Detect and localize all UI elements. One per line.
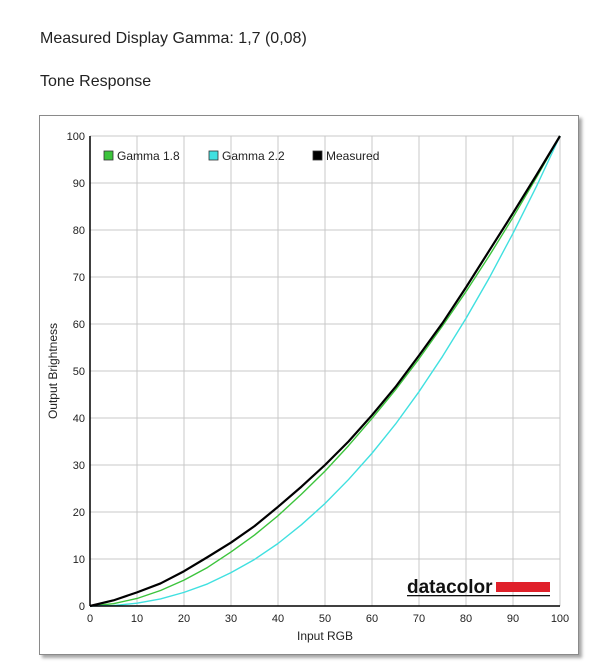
- tone-response-chart: 0 10 20 30 40 50 60 70 80 90 100 0 10 20 30 40 50 60 70 80 9…: [46, 131, 570, 643]
- datacolor-logo-bar: [496, 582, 550, 592]
- legend-item-gamma-2-2: Gamma 2.2: [208, 149, 285, 163]
- tone-response-title: Tone Response: [40, 73, 152, 90]
- datacolor-logo-underline: [407, 595, 550, 597]
- legend-item-gamma-1-8: Gamma 1.8: [103, 149, 180, 163]
- series-line-gamma-2-2: [89, 135, 561, 607]
- y-axis-label: Output Brightness: [46, 323, 60, 419]
- y-tick-label-90: 90: [73, 178, 85, 190]
- series-line-measured: [89, 135, 561, 608]
- x-tick-label-0: 0: [87, 613, 93, 625]
- y-tick-label-60: 60: [73, 319, 85, 331]
- y-tick-label-80: 80: [73, 225, 85, 237]
- axis-layer: [89, 136, 560, 607]
- legend-swatch-gamma-1-8: [103, 150, 114, 161]
- legend-item-measured: Measured: [312, 149, 379, 163]
- y-tick-label-50: 50: [73, 366, 85, 378]
- legend-label-gamma-1-8: Gamma 1.8: [117, 149, 180, 163]
- y-tick-label-100: 100: [67, 131, 85, 143]
- y-tick-label-40: 40: [73, 413, 85, 425]
- x-tick-label-10: 10: [131, 613, 143, 625]
- legend-swatch-measured: [312, 150, 323, 161]
- legend-swatch-gamma-2-2: [208, 150, 219, 161]
- tick-layer: 0 10 20 30 40 50 60 70 80 90 100 0 10 20 30 40 50 60 70 80 9…: [67, 131, 570, 625]
- x-axis-label: Input RGB: [297, 629, 353, 643]
- legend: Gamma 1.8 Gamma 2.2 Measured: [103, 149, 379, 163]
- x-tick-label-30: 30: [225, 613, 237, 625]
- grid-layer: [89, 135, 561, 607]
- datacolor-logo-text: datacolor: [407, 577, 493, 598]
- x-tick-label-100: 100: [551, 613, 569, 625]
- datacolor-logo: datacolor: [407, 577, 550, 598]
- y-tick-label-30: 30: [73, 460, 85, 472]
- y-tick-label-20: 20: [73, 507, 85, 519]
- legend-label-gamma-2-2: Gamma 2.2: [222, 149, 285, 163]
- x-tick-label-60: 60: [366, 613, 378, 625]
- measured-gamma-label: Measured Display Gamma: 1,7 (0,08): [40, 30, 307, 47]
- y-tick-label-70: 70: [73, 272, 85, 284]
- x-tick-label-40: 40: [272, 613, 284, 625]
- x-tick-label-80: 80: [460, 613, 472, 625]
- chart-panel: 0 10 20 30 40 50 60 70 80 90 100 0 10 20 30 40 50 60 70 80 9…: [39, 115, 579, 655]
- y-tick-label-0: 0: [79, 601, 85, 613]
- y-tick-label-10: 10: [73, 554, 85, 566]
- series-line-gamma-1-8: [89, 135, 561, 607]
- x-tick-label-90: 90: [507, 613, 519, 625]
- x-tick-label-70: 70: [413, 613, 425, 625]
- series-layer: [89, 135, 561, 608]
- legend-label-measured: Measured: [326, 149, 379, 163]
- x-tick-label-20: 20: [178, 613, 190, 625]
- x-tick-label-50: 50: [319, 613, 331, 625]
